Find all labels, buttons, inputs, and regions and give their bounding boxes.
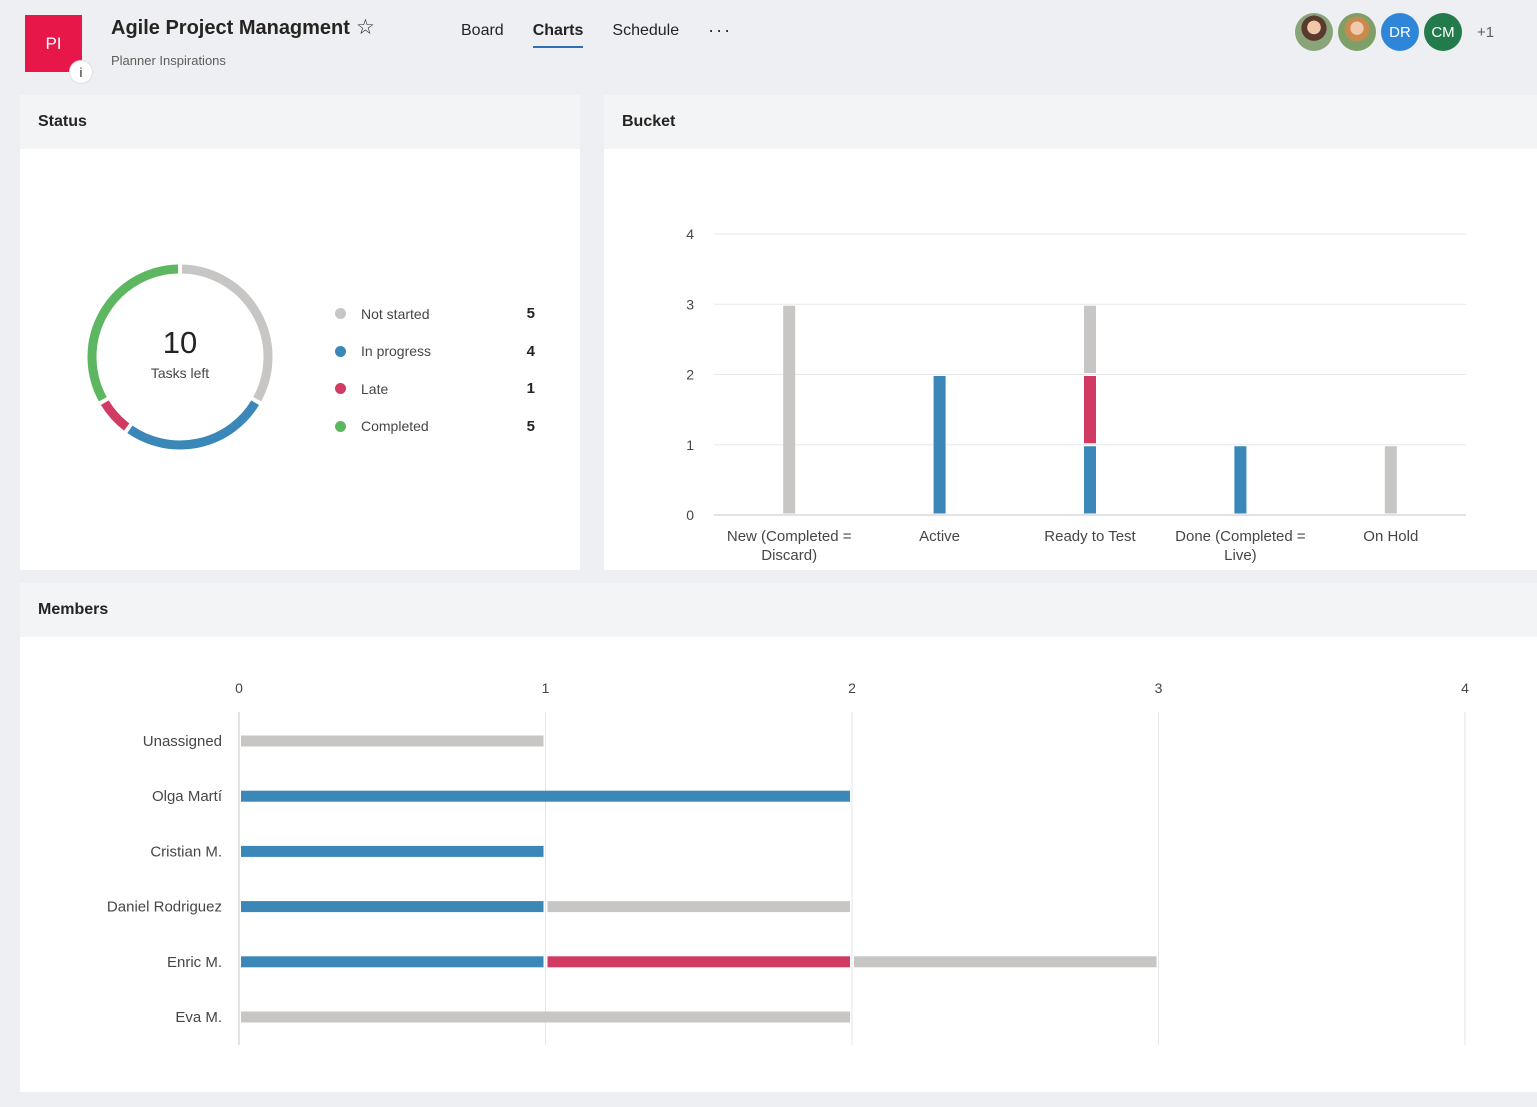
avatar-initials: CM	[1431, 23, 1455, 41]
legend-label: In progress	[361, 343, 432, 360]
tab-charts[interactable]: Charts	[532, 22, 583, 48]
legend-item-late[interactable]: Late 1	[335, 370, 535, 408]
legend-count: 5	[526, 305, 535, 323]
more-options-icon[interactable]: ···	[708, 19, 733, 40]
legend-label: Completed	[361, 418, 429, 435]
bar-unassigned-not-started	[241, 735, 544, 747]
status-card: Status 10 Tasks left Not started 5 In pr…	[20, 95, 580, 570]
avatar[interactable]: CM	[1424, 13, 1462, 51]
bucket-card: Bucket 0 1 2 3 4 New (Completed = Discard) Acti…	[604, 95, 1537, 570]
x-tick-label: 4	[1461, 680, 1469, 696]
member-avatars: DR CM +1	[1295, 13, 1494, 51]
legend-dot-icon	[335, 383, 346, 395]
plan-header: PI i Agile Project Managment ☆ Planner I…	[0, 0, 1537, 92]
y-tick-label: 4	[686, 226, 694, 242]
bar-enric-m-not-started	[854, 956, 1157, 968]
bucket-card-title: Bucket	[604, 95, 1537, 149]
plan-logo[interactable]: PI	[25, 15, 82, 72]
legend-label: Late	[361, 380, 389, 397]
y-tick-label: Unassigned	[143, 733, 222, 750]
x-tick-label: Active	[919, 528, 960, 545]
legend-count: 4	[526, 342, 535, 360]
y-tick-label: Eva M.	[175, 1009, 222, 1026]
avatar[interactable]	[1295, 13, 1333, 51]
y-tick-label: Olga Martí	[152, 788, 223, 805]
legend-dot-icon	[335, 308, 346, 320]
status-donut-chart	[87, 264, 273, 450]
x-tick-label: Ready to Test	[1044, 528, 1136, 545]
info-icon[interactable]: i	[70, 61, 92, 83]
bar-olga-mart-in-progress	[241, 790, 850, 802]
avatar[interactable]: DR	[1381, 13, 1419, 51]
x-tick-label: On Hold	[1363, 528, 1418, 545]
donut-slice-not-started	[181, 264, 273, 402]
legend-count: 1	[526, 380, 535, 398]
y-tick-label: 2	[686, 367, 694, 383]
donut-slice-completed	[87, 264, 179, 402]
x-tick-label: 3	[1155, 680, 1163, 696]
x-tick-label: New (Completed =	[727, 528, 852, 545]
x-tick-label: Live)	[1224, 547, 1257, 564]
bar-ready-to-test-not-started	[1084, 305, 1096, 373]
bar-ready-to-test-in-progress	[1084, 446, 1096, 514]
status-card-title: Status	[20, 95, 580, 149]
bar-ready-to-test-late	[1084, 376, 1096, 444]
donut-slice-late	[100, 400, 130, 431]
bar-enric-m-late	[547, 956, 850, 968]
bar-active-in-progress	[933, 376, 946, 514]
members-card: Members 0 1 2 3 4 Unassigned Olga Martí Cristia…	[20, 583, 1537, 1092]
x-tick-label: 2	[848, 680, 856, 696]
legend-label: Not started	[361, 305, 430, 322]
y-tick-label: 3	[686, 296, 694, 312]
more-members-button[interactable]: +1	[1477, 23, 1495, 41]
plan-title: Agile Project Managment	[111, 17, 350, 39]
bar-eva-m-not-started	[241, 1011, 850, 1023]
bar-new-completed-discard-not-started	[783, 305, 796, 514]
avatar[interactable]	[1338, 13, 1376, 51]
legend-dot-icon	[335, 420, 346, 432]
members-bar-chart: 0 1 2 3 4 Unassigned Olga Martí Cristian M. Dani…	[107, 680, 1469, 1045]
favorite-star-icon[interactable]: ☆	[356, 16, 375, 39]
legend-item-not-started[interactable]: Not started 5	[335, 295, 535, 333]
status-legend: Not started 5 In progress 4 Late 1 Compl…	[335, 295, 535, 445]
donut-slice-in-progress	[127, 400, 260, 450]
y-tick-label: Daniel Rodriguez	[107, 899, 222, 916]
bucket-bar-chart: 0 1 2 3 4 New (Completed = Discard) Active Ready…	[686, 226, 1466, 564]
y-tick-label: 0	[686, 507, 694, 523]
x-tick-label: 0	[235, 680, 243, 696]
plan-logo-initials: PI	[45, 33, 62, 53]
bar-cristian-m-in-progress	[241, 845, 544, 857]
legend-item-completed[interactable]: Completed 5	[335, 408, 535, 446]
plan-group-name[interactable]: Planner Inspirations	[111, 53, 226, 68]
tab-board[interactable]: Board	[461, 22, 504, 39]
legend-count: 5	[526, 417, 535, 435]
view-tabs: Board Charts Schedule ···	[461, 19, 733, 48]
bar-done-completed-live-in-progress	[1234, 446, 1247, 514]
legend-dot-icon	[335, 345, 346, 357]
bar-daniel-rodriguez-in-progress	[241, 901, 544, 913]
y-tick-label: Enric M.	[167, 954, 222, 971]
x-tick-label: Discard)	[761, 547, 817, 564]
bar-on-hold-not-started	[1384, 446, 1397, 514]
x-tick-label: 1	[542, 680, 550, 696]
members-card-title: Members	[20, 583, 1537, 637]
legend-item-in-progress[interactable]: In progress 4	[335, 333, 535, 371]
y-tick-label: Cristian M.	[150, 843, 222, 860]
avatar-initials: DR	[1389, 23, 1411, 41]
bar-daniel-rodriguez-not-started	[547, 901, 850, 913]
x-tick-label: Done (Completed =	[1175, 528, 1306, 545]
tasks-left-count: 10	[162, 325, 198, 360]
tasks-left-label: Tasks left	[150, 365, 210, 381]
y-tick-label: 1	[686, 437, 694, 453]
bar-enric-m-in-progress	[241, 956, 544, 968]
tab-schedule[interactable]: Schedule	[612, 22, 680, 39]
